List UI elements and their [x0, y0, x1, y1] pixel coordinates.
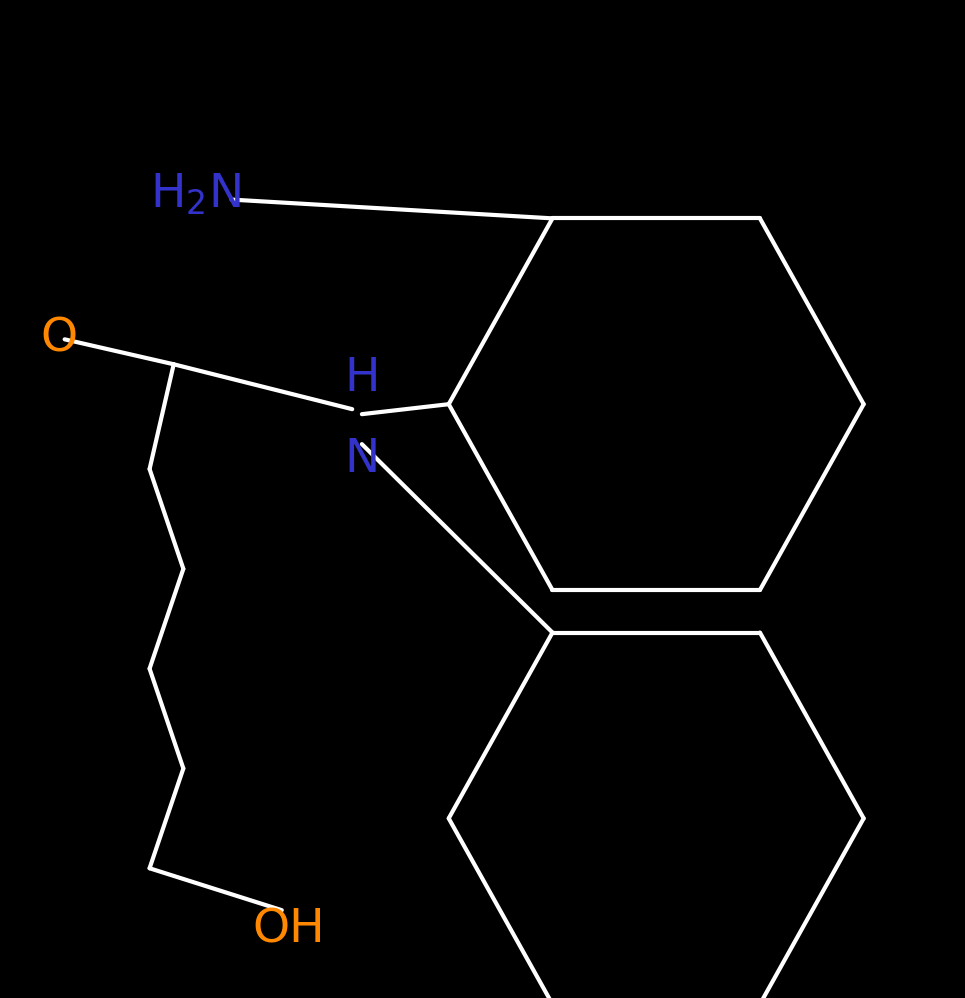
Text: OH: OH	[253, 907, 325, 953]
Text: H$_2$N: H$_2$N	[150, 172, 240, 218]
Text: N: N	[345, 437, 379, 482]
Text: H: H	[345, 356, 379, 401]
Text: O: O	[41, 316, 77, 362]
